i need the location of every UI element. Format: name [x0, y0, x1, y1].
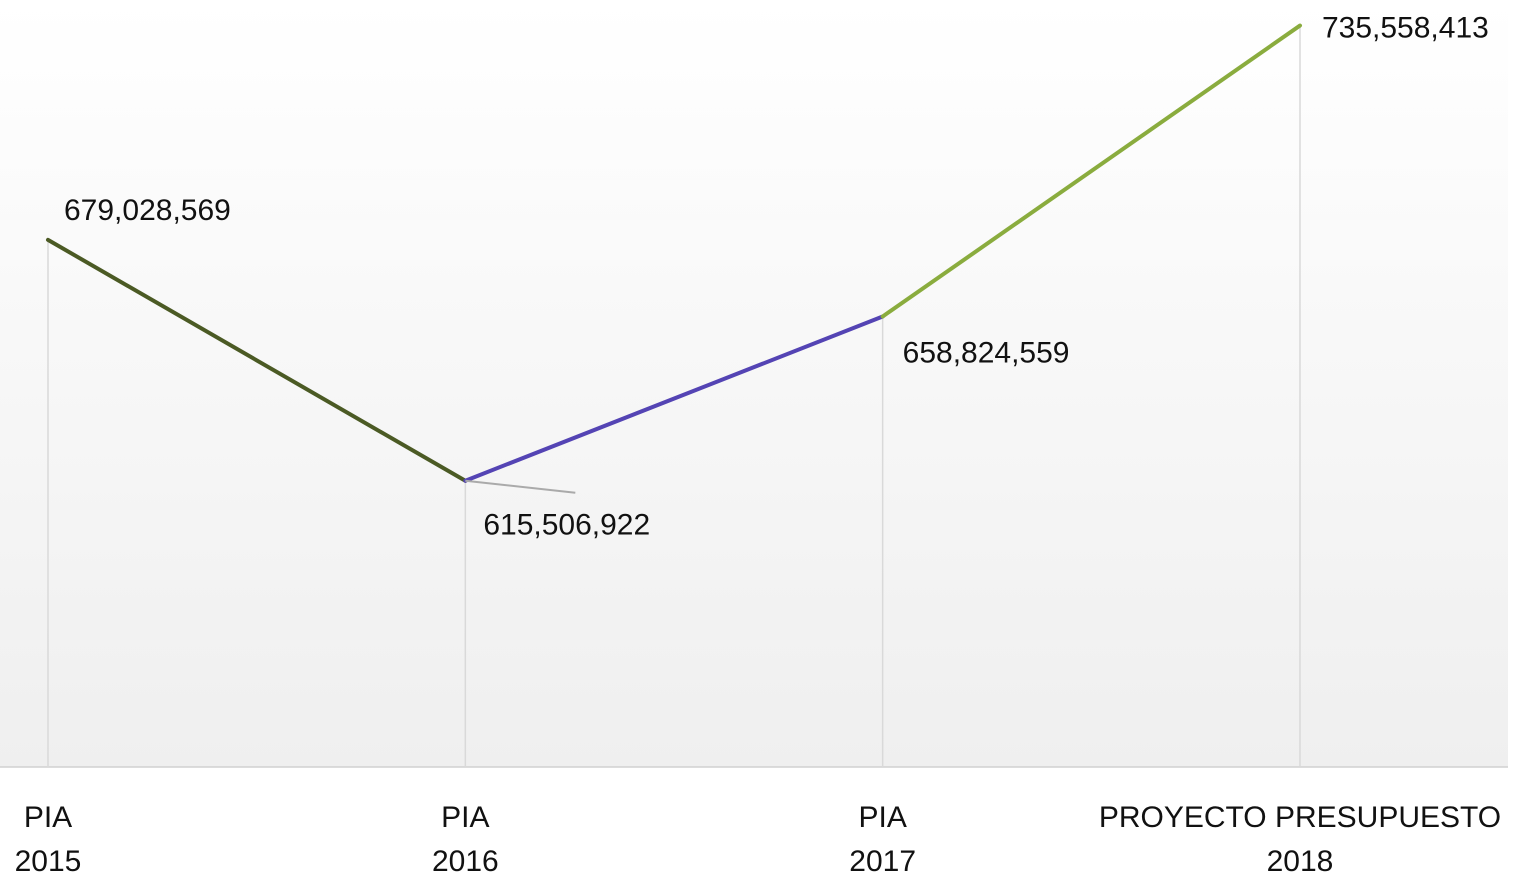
x-tick-label: PIA 2017 [849, 801, 916, 876]
data-label: 615,506,922 [483, 509, 650, 542]
leader-line [465, 479, 576, 494]
x-tick-label: PIA 2016 [432, 801, 499, 876]
line-segment [880, 23, 1302, 319]
x-tick-label: PROYECTO PRESUPUESTO 2018 [1099, 801, 1501, 876]
x-tick-label: PIA 2015 [15, 801, 82, 876]
data-label: 658,824,559 [903, 336, 1070, 369]
data-label: 679,028,569 [64, 194, 231, 227]
line-segment [463, 314, 885, 483]
plot-area [0, 0, 1508, 767]
data-label: 735,558,413 [1322, 12, 1489, 45]
line-segment [46, 237, 468, 483]
